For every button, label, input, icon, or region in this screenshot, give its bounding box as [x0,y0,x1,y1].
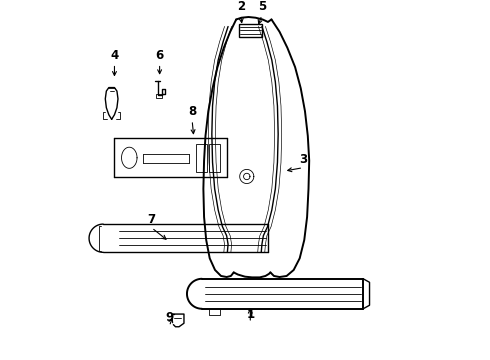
Text: 1: 1 [246,308,254,321]
Bar [239,24,262,37]
Text: 8: 8 [188,105,196,118]
Text: 3: 3 [299,153,307,166]
Text: 6: 6 [155,49,164,62]
Text: 9: 9 [165,311,173,324]
Text: 2: 2 [237,0,245,13]
Text: 4: 4 [110,49,119,62]
Text: 5: 5 [258,0,266,13]
Bar [209,144,220,172]
Bar [156,94,163,98]
Text: 7: 7 [147,213,155,226]
Bar [196,144,207,172]
